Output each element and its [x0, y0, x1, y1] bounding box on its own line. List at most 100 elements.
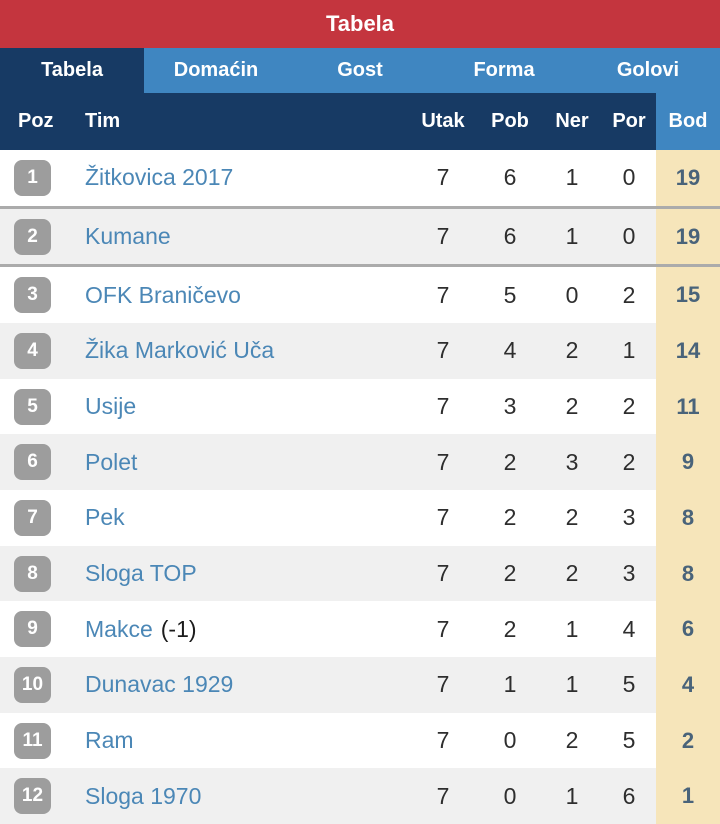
- played-cell: 7: [436, 448, 450, 475]
- losses-cell: 4: [622, 615, 636, 642]
- draws-cell: 1: [565, 671, 579, 698]
- position-badge: 5: [14, 388, 51, 425]
- position-cell: 11: [0, 722, 72, 759]
- played-cell: 7: [436, 782, 450, 809]
- table-row: 12 Sloga 1970 7 0 1 6 1: [0, 768, 720, 824]
- team-name-link[interactable]: Dunavac 1929: [85, 671, 234, 698]
- position-badge: 11: [14, 722, 51, 759]
- table-row: 4 Žika Marković Uča 7 4 2 1 14: [0, 323, 720, 379]
- points-cell: 6: [656, 601, 720, 658]
- team-name-link[interactable]: Žitkovica 2017: [85, 164, 234, 191]
- draws-cell: 2: [565, 727, 579, 754]
- position-cell: 8: [0, 555, 72, 592]
- tab-label: Gost: [337, 59, 383, 81]
- app-header: Tabela: [0, 0, 720, 48]
- table-row: 7 Pek 7 2 2 3 8: [0, 490, 720, 546]
- team-name-link[interactable]: Sloga 1970: [85, 782, 202, 809]
- table-row: 2 Kumane 7 6 1 0 19: [0, 208, 720, 268]
- wins-cell: 6: [503, 223, 517, 249]
- losses-cell: 2: [622, 281, 636, 308]
- position-badge: 7: [14, 499, 51, 536]
- standings-rows: 1 Žitkovica 2017 7 6 1 0 19 2 Kumane 7 6…: [0, 150, 720, 824]
- team-name-link[interactable]: Makce: [85, 615, 153, 642]
- team-cell: Žika Marković Uča: [72, 337, 408, 364]
- column-header-draws: Ner: [555, 110, 589, 132]
- points-cell: 2: [656, 712, 720, 769]
- wins-cell: 2: [503, 615, 517, 642]
- tab-golovi[interactable]: Golovi: [576, 48, 720, 93]
- team-name-link[interactable]: Usije: [85, 393, 137, 420]
- position-badge: 10: [14, 666, 51, 703]
- position-cell: 10: [0, 666, 72, 703]
- page-title: Tabela: [325, 11, 395, 36]
- wins-cell: 0: [503, 727, 517, 754]
- points-cell: 19: [656, 208, 720, 265]
- tab-label: Domaćin: [173, 59, 259, 81]
- position-badge: 6: [14, 444, 51, 481]
- position-cell: 4: [0, 332, 72, 369]
- team-cell: OFK Braničevo: [72, 282, 408, 309]
- tab-label: Golovi: [616, 59, 680, 81]
- team-cell: Usije: [72, 393, 408, 420]
- team-name-link[interactable]: Pek: [85, 504, 125, 531]
- wins-cell: 2: [503, 560, 517, 587]
- losses-cell: 3: [622, 504, 636, 531]
- draws-cell: 1: [565, 164, 579, 191]
- column-header-team: Tim: [85, 110, 121, 132]
- points-cell: 8: [656, 490, 720, 546]
- draws-cell: 3: [565, 448, 579, 475]
- tab-gost[interactable]: Gost: [288, 48, 432, 93]
- losses-cell: 1: [622, 337, 636, 364]
- team-name-link[interactable]: Ram: [85, 727, 134, 754]
- played-cell: 7: [436, 560, 450, 587]
- wins-cell: 6: [503, 164, 517, 191]
- team-name-link[interactable]: Polet: [85, 448, 138, 475]
- team-name-link[interactable]: Žika Marković Uča: [85, 337, 275, 364]
- table-row: 3 OFK Braničevo 7 5 0 2 15: [0, 267, 720, 324]
- position-badge: 12: [14, 778, 51, 815]
- losses-cell: 0: [622, 164, 636, 191]
- team-name-link[interactable]: Sloga TOP: [85, 560, 197, 587]
- team-name-link[interactable]: OFK Braničevo: [85, 281, 241, 308]
- tab-bar: Tabela Domaćin Gost Forma Golovi: [0, 48, 720, 93]
- points-cell: 14: [656, 323, 720, 379]
- played-cell: 7: [436, 671, 450, 698]
- losses-cell: 2: [622, 393, 636, 420]
- position-badge: 9: [14, 611, 51, 648]
- draws-cell: 0: [565, 281, 579, 308]
- draws-cell: 2: [565, 337, 579, 364]
- draws-cell: 1: [565, 782, 579, 809]
- column-header-wins: Pob: [491, 110, 529, 132]
- tab-domacin[interactable]: Domaćin: [144, 48, 288, 93]
- table-row: 5 Usije 7 3 2 2 11: [0, 378, 720, 435]
- points-cell: 8: [656, 545, 720, 602]
- team-cell: Sloga TOP: [72, 560, 408, 587]
- played-cell: 7: [436, 727, 450, 754]
- wins-cell: 0: [503, 782, 517, 809]
- position-cell: 6: [0, 444, 72, 481]
- position-cell: 12: [0, 778, 72, 815]
- position-badge: 4: [14, 332, 51, 369]
- position-cell: 7: [0, 499, 72, 536]
- team-cell: Ram: [72, 727, 408, 754]
- position-cell: 1: [0, 159, 72, 196]
- tab-forma[interactable]: Forma: [432, 48, 576, 93]
- table-row: 10 Dunavac 1929 7 1 1 5 4: [0, 657, 720, 713]
- position-cell: 5: [0, 388, 72, 425]
- team-cell: Žitkovica 2017: [72, 164, 408, 191]
- losses-cell: 2: [622, 448, 636, 475]
- points-cell: 1: [656, 768, 720, 824]
- tab-tabela[interactable]: Tabela: [0, 48, 144, 93]
- tab-label: Forma: [473, 59, 535, 81]
- losses-cell: 6: [622, 782, 636, 809]
- position-badge: 2: [14, 218, 51, 255]
- losses-cell: 0: [622, 223, 636, 249]
- wins-cell: 1: [503, 671, 517, 698]
- team-name-link[interactable]: Kumane: [85, 223, 171, 249]
- draws-cell: 2: [565, 560, 579, 587]
- losses-cell: 3: [622, 560, 636, 587]
- played-cell: 7: [436, 615, 450, 642]
- played-cell: 7: [436, 281, 450, 308]
- team-cell: Makce (-1): [72, 616, 408, 643]
